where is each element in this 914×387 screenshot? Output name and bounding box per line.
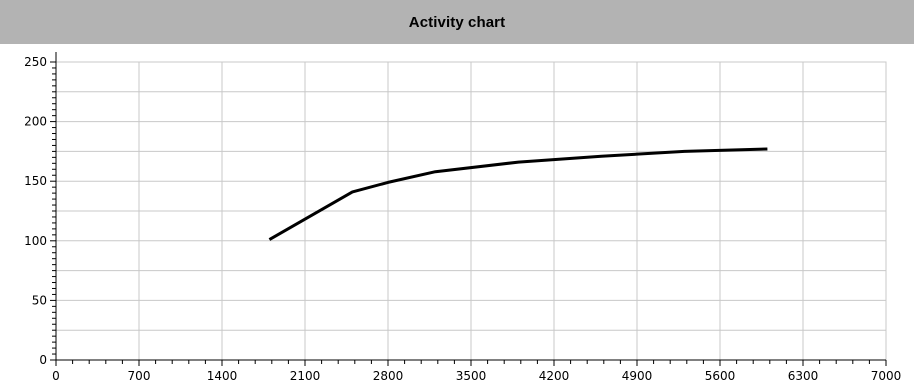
x-tick-label: 4200 — [539, 369, 570, 383]
series-layer — [268, 147, 768, 241]
y-tick-label: 100 — [24, 234, 47, 248]
chart-title-bar: Activity chart — [0, 0, 914, 44]
x-tick-label: 6300 — [788, 369, 819, 383]
y-tick-label: 0 — [39, 353, 47, 367]
x-tick-label: 2800 — [373, 369, 404, 383]
series-line — [268, 147, 768, 241]
x-tick-label: 1400 — [207, 369, 238, 383]
y-tick-label: 250 — [24, 55, 47, 69]
x-tick-label: 700 — [128, 369, 151, 383]
x-tick-label: 5600 — [705, 369, 736, 383]
chart-title: Activity chart — [408, 13, 506, 31]
x-tick-label: 0 — [52, 369, 60, 383]
axes: 0 700 1400 2100 2800 3500 4200 4900 5600 6300 7000… — [24, 52, 901, 383]
x-tick-label: 4900 — [622, 369, 653, 383]
x-tick-label: 7000 — [871, 369, 902, 383]
x-tick-label: 2100 — [290, 369, 321, 383]
y-tick-label: 50 — [32, 293, 47, 307]
y-tick-label: 150 — [24, 174, 47, 188]
x-tick-label: 3500 — [456, 369, 487, 383]
y-tick-label: 200 — [24, 115, 47, 129]
grid — [55, 61, 887, 361]
